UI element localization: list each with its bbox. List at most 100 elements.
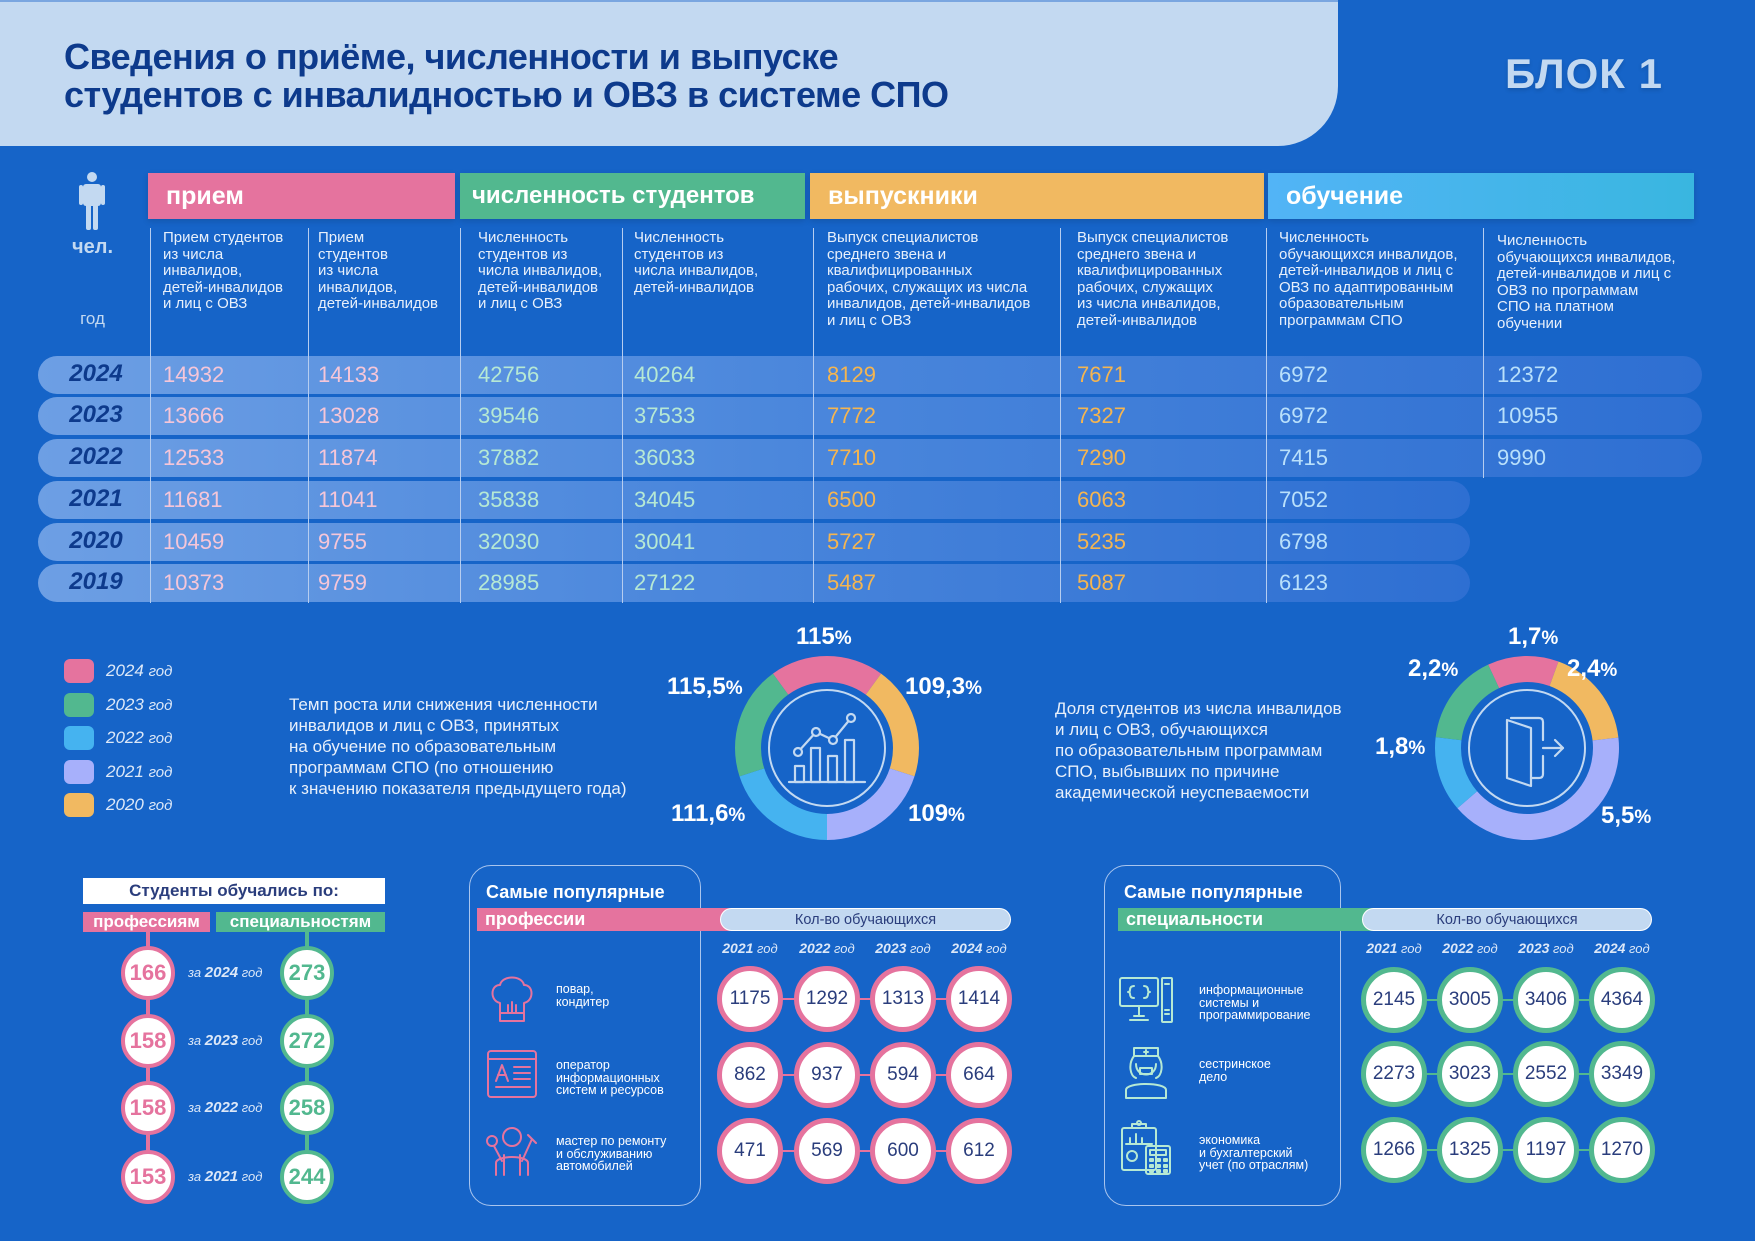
- table-cell: 40264: [634, 362, 696, 387]
- computer-code-icon: [1119, 977, 1173, 1023]
- table-row: [38, 564, 1470, 602]
- percent-unit: %: [1408, 738, 1426, 759]
- count-circle: 1313: [870, 966, 936, 1032]
- year-value: 2022: [204, 1099, 239, 1116]
- professions-count: 153: [121, 1150, 175, 1204]
- year-suffix: год: [241, 1100, 263, 1115]
- percent-value: 2,4: [1567, 655, 1601, 682]
- table-cell: 9990: [1497, 445, 1546, 470]
- legend-swatch: [64, 693, 94, 717]
- percent-label: 109,3%: [905, 673, 982, 701]
- legend-item: 2020 год: [106, 795, 172, 815]
- percent-value: 115,5: [667, 673, 726, 700]
- count-circle: 1414: [946, 966, 1012, 1032]
- unit-label: чел.: [72, 236, 113, 258]
- percent-value: 1,8: [1375, 733, 1409, 760]
- professions-count: 158: [121, 1014, 175, 1068]
- year-suffix: год: [241, 965, 263, 980]
- year-suffix: год: [1629, 941, 1650, 956]
- row-year: 2019: [69, 568, 123, 595]
- page-title: Сведения о приёме, численности и выпуске…: [64, 38, 1264, 114]
- count-circle: 3005: [1437, 967, 1503, 1033]
- percent-unit: %: [1441, 660, 1459, 681]
- table-cell: 5727: [827, 529, 876, 554]
- count-circle: 4364: [1589, 967, 1655, 1033]
- year-suffix: год: [986, 941, 1007, 956]
- table-cell: 37533: [634, 403, 696, 428]
- table-cell: 6500: [827, 487, 876, 512]
- year-header: 2024 год: [1584, 940, 1660, 956]
- table-row: [38, 397, 1702, 435]
- category-vypuskniki: выпускники: [810, 173, 1264, 219]
- year-value: 2023: [1518, 940, 1550, 956]
- table-cell: 28985: [478, 570, 540, 595]
- percent-value: 109: [908, 800, 949, 827]
- year-prefix: за: [188, 1033, 202, 1048]
- mechanic-icon: [486, 1127, 537, 1176]
- row-year: 2023: [69, 401, 123, 428]
- year-value: 2021: [1366, 940, 1398, 956]
- table-cell: 7772: [827, 403, 876, 428]
- year-header: 2021 год: [712, 940, 788, 956]
- table-cell: 14932: [163, 362, 225, 387]
- table-cell: 7415: [1279, 445, 1328, 470]
- item-name: повар, кондитер: [556, 982, 610, 1009]
- nurse-icon: [1125, 1047, 1167, 1099]
- year-value: 2024: [204, 964, 239, 981]
- donut-segment: [1488, 656, 1559, 689]
- table-cell: 7052: [1279, 487, 1328, 512]
- count-circle: 1292: [794, 966, 860, 1032]
- table-row: [38, 523, 1470, 561]
- table-cell: 6123: [1279, 570, 1328, 595]
- legend-swatch: [64, 659, 94, 683]
- connector-line: [1394, 1073, 1622, 1075]
- legend-year: 2023: [106, 695, 144, 714]
- year-value: 2023: [875, 940, 907, 956]
- popular-professions-tag: профессии: [477, 908, 737, 931]
- specialties-count: 272: [280, 1014, 334, 1068]
- year-value: 2024: [1594, 940, 1626, 956]
- column-header: Численность студентов из числа инвалидов…: [478, 229, 603, 312]
- popular-professions-title: Самые популярные: [486, 882, 665, 902]
- column-divider: [1060, 228, 1061, 603]
- year-prefix: за: [188, 1100, 202, 1115]
- percent-label: 111,6%: [671, 800, 745, 828]
- table-row: [38, 356, 1702, 394]
- year-caption: за 2024 год: [188, 964, 262, 981]
- year-value: 2024: [951, 940, 983, 956]
- column-header: Прием студентов из числа инвалидов, дете…: [318, 229, 439, 312]
- percent-value: 109,3: [905, 673, 966, 700]
- percent-unit: %: [834, 628, 852, 649]
- accounting-calculator-icon: [1121, 1120, 1171, 1175]
- percent-label: 1,8%: [1375, 733, 1425, 761]
- legend-suffix: год: [148, 697, 173, 714]
- column-header: Прием студентов из числа инвалидов, дете…: [163, 229, 284, 312]
- column-header: Численность обучающихся инвалидов, детей…: [1279, 229, 1458, 329]
- year-value: 2022: [799, 940, 831, 956]
- count-circle: 3349: [1589, 1041, 1655, 1107]
- page-title-line1: Сведения о приёме, численности и выпуске: [64, 36, 839, 77]
- category-chislennost: численность студентов: [460, 173, 805, 219]
- legend-item: 2023 год: [106, 695, 172, 715]
- table-cell: 7290: [1077, 445, 1126, 470]
- percent-unit: %: [1634, 807, 1652, 828]
- percent-label: 2,4%: [1567, 655, 1617, 683]
- table-cell: 5087: [1077, 570, 1126, 595]
- item-name: сестринское дело: [1199, 1057, 1271, 1084]
- year-suffix: год: [1477, 941, 1498, 956]
- table-cell: 10955: [1497, 403, 1559, 428]
- column-header: Численность обучающихся инвалидов, детей…: [1497, 232, 1676, 332]
- percent-unit: %: [965, 678, 982, 699]
- year-header: 2021 год: [1356, 940, 1432, 956]
- year-prefix: за: [188, 965, 202, 980]
- donut-segment: [739, 768, 827, 840]
- donut-segment: [1457, 737, 1619, 840]
- row-year: 2024: [69, 360, 123, 387]
- percent-value: 111,6: [671, 800, 729, 827]
- legend-suffix: год: [148, 764, 173, 781]
- table-cell: 34045: [634, 487, 696, 512]
- year-header: 2023 год: [1508, 940, 1584, 956]
- connector-line: [750, 1150, 979, 1152]
- item-name: мастер по ремонту и обслуживанию автомоб…: [556, 1134, 667, 1173]
- professions-count: 166: [121, 946, 175, 1000]
